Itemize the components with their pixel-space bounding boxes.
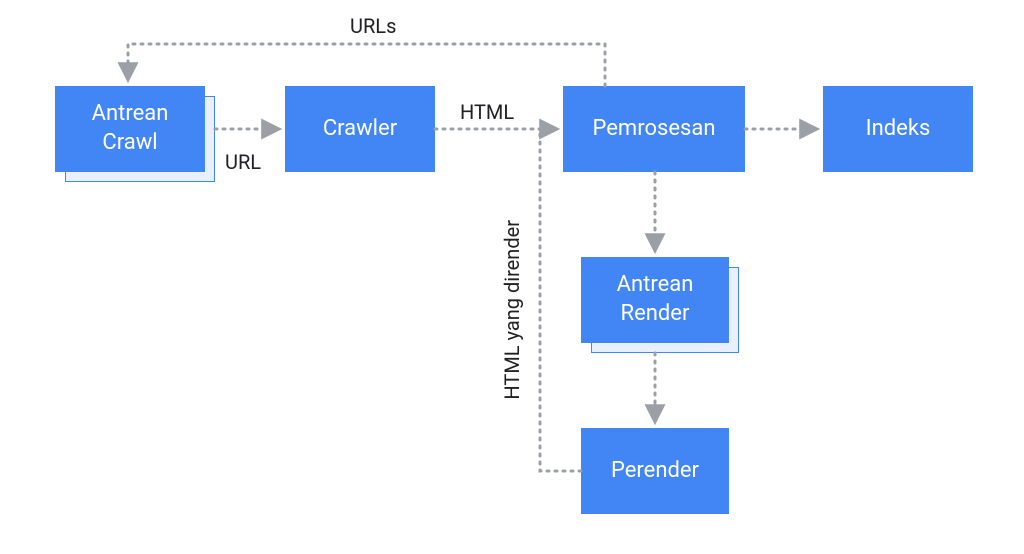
edge-processing-to-crawlqueue <box>128 44 605 86</box>
node-label: Pemrosesan <box>593 115 716 144</box>
edge-label-rendered-html: HTML yang dirender <box>500 220 524 400</box>
node-label: Perender <box>611 457 699 486</box>
node-label: AntreanRender <box>617 271 694 328</box>
edge-renderer-to-processing <box>540 129 581 471</box>
node-processing: Pemrosesan <box>563 86 745 172</box>
node-render-queue: AntreanRender <box>581 257 729 343</box>
edge-label-url: URL <box>225 150 261 174</box>
edge-label-urls: URLs <box>350 14 396 38</box>
node-crawler: Crawler <box>285 86 435 172</box>
node-renderer: Perender <box>581 428 729 514</box>
node-label: AntreanCrawl <box>92 100 169 157</box>
node-index: Indeks <box>823 86 973 172</box>
node-label: Crawler <box>323 115 397 144</box>
node-crawl-queue: AntreanCrawl <box>55 86 205 172</box>
edge-label-html: HTML <box>460 100 514 124</box>
node-label: Indeks <box>866 115 931 144</box>
